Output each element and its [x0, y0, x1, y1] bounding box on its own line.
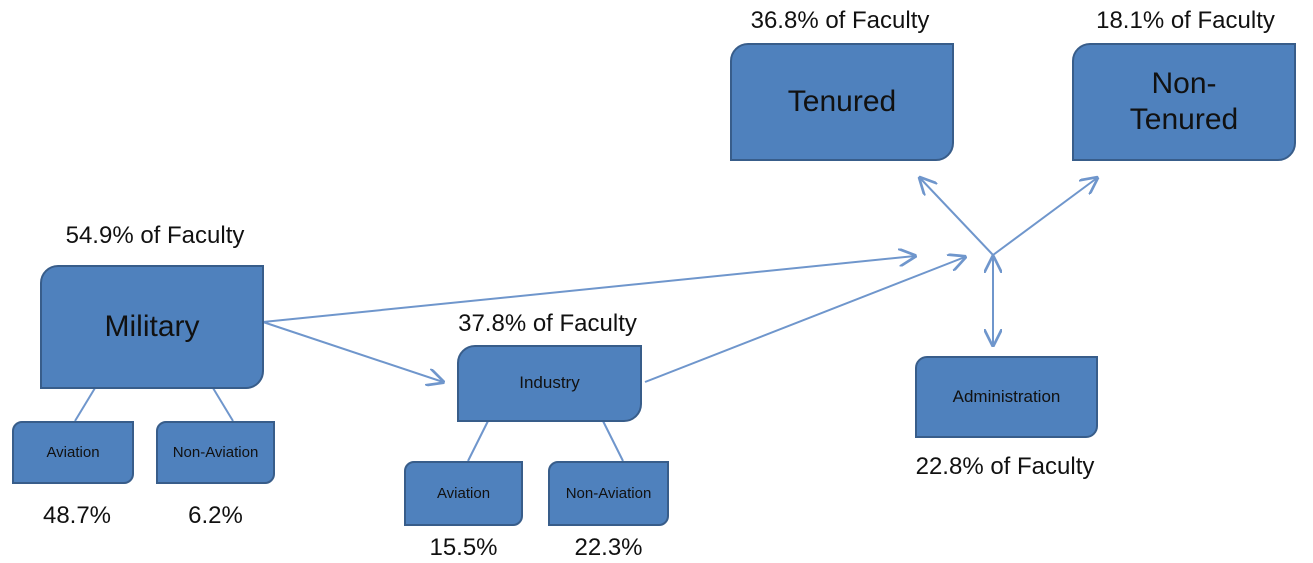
node: Industry	[457, 345, 642, 422]
caption: 15.5%	[429, 534, 498, 561]
node: Aviation	[404, 461, 523, 526]
connector	[467, 420, 489, 462]
node: Tenured	[730, 43, 954, 161]
caption: 22.8% of Faculty	[915, 453, 1095, 480]
node: Non-Tenured	[1072, 43, 1296, 161]
arrow	[262, 321, 443, 382]
node: Aviation	[12, 421, 134, 484]
connector	[212, 387, 234, 422]
caption: 6.2%	[188, 502, 243, 529]
node: Military	[40, 265, 264, 389]
node: Non-Aviation	[548, 461, 669, 526]
arrow	[920, 178, 994, 256]
node: Administration	[915, 356, 1098, 438]
caption: 48.7%	[42, 502, 112, 529]
caption: 54.9% of Faculty	[65, 222, 245, 249]
node: Non-Aviation	[156, 421, 275, 484]
caption: 36.8% of Faculty	[750, 7, 930, 34]
connector	[74, 387, 96, 422]
arrow	[992, 178, 1097, 256]
caption: 37.8% of Faculty	[458, 310, 637, 337]
arrow	[262, 256, 915, 323]
caption: 22.3%	[574, 534, 643, 561]
arrow	[644, 257, 965, 383]
caption: 18.1% of Faculty	[1096, 7, 1275, 34]
connector	[602, 420, 624, 462]
